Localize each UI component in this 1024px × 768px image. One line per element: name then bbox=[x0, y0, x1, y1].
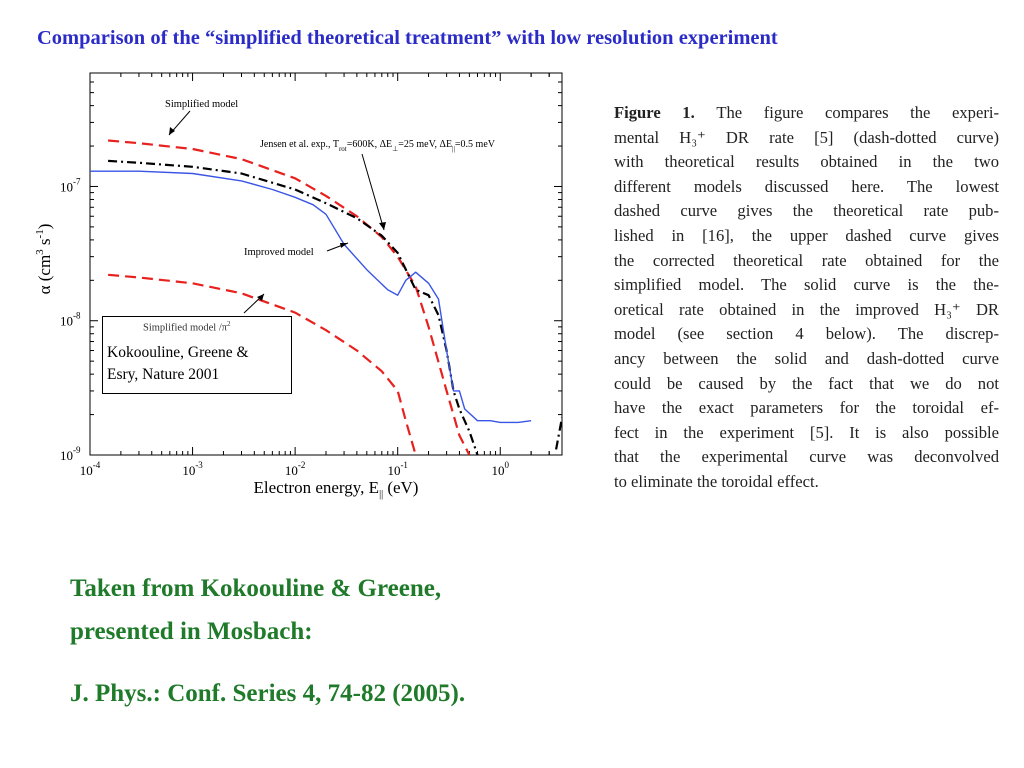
slide-title: Comparison of the “simplified theoretica… bbox=[37, 27, 778, 49]
caption-line: the corrected theoretical rate obtained … bbox=[614, 250, 999, 270]
citation-line-1: Kokoouline, Greene & bbox=[107, 344, 249, 361]
y-tick-label: 10-9 bbox=[60, 445, 81, 463]
x-axis-title: Electron energy, E|| (eV) bbox=[254, 478, 419, 500]
simplified-model-curve bbox=[108, 139, 471, 455]
arrow-head bbox=[257, 294, 264, 301]
caption-line: lished in [16], the upper dashed curve g… bbox=[614, 225, 999, 245]
caption-line: Figure 1. The figure compares the experi… bbox=[614, 103, 999, 122]
caption-line: dashed curve gives the theoretical rate … bbox=[614, 201, 999, 221]
experiment-arrow bbox=[361, 153, 385, 231]
arrow-head bbox=[340, 243, 348, 248]
caption-line: fect in the experiment [5]. It is also p… bbox=[614, 422, 999, 442]
experiment-label: Jensen et al. exp., Trot=600K, ΔE⊥=25 me… bbox=[260, 139, 496, 153]
caption-line: simplified model. The solid curve is the… bbox=[614, 275, 999, 295]
caption-line: ancy between the solid and dash-dotted c… bbox=[614, 348, 999, 368]
caption-line: have the exact parameters for the toroid… bbox=[614, 398, 999, 418]
simplified-pi2-curve bbox=[108, 273, 417, 455]
caption-line: with theoretical results obtained in the… bbox=[614, 152, 999, 172]
x-tick-label: 10-3 bbox=[182, 460, 203, 478]
x-tick-label: 10-2 bbox=[285, 460, 306, 478]
citation-line-2: Esry, Nature 2001 bbox=[107, 366, 220, 383]
caption-line: mental H₃⁺ DR rate [5] (dash-dotted curv… bbox=[614, 127, 999, 147]
experiment-curve bbox=[108, 159, 479, 455]
experiment-tail-curve bbox=[555, 417, 562, 450]
caption-line: to eliminate the toroidal effect. bbox=[614, 471, 819, 491]
arrow-head bbox=[169, 127, 175, 135]
caption-line: could be caused by the fact that we do n… bbox=[614, 373, 999, 393]
x-tick-label: 100 bbox=[492, 460, 510, 478]
source-line-2: presented in Mosbach: bbox=[70, 618, 313, 645]
arrow-head bbox=[379, 222, 386, 230]
caption-line: different models discussed here. The low… bbox=[614, 176, 999, 196]
citation-text: Kokoouline, Greene & Esry, Nature 2001 bbox=[107, 342, 249, 386]
figure-label: Figure 1. bbox=[614, 103, 717, 122]
x-tick-label: 10-4 bbox=[80, 460, 101, 478]
figure-caption: Figure 1. The figure compares the experi… bbox=[614, 101, 999, 495]
y-tick-label: 10-7 bbox=[60, 176, 81, 194]
source-reference: J. Phys.: Conf. Series 4, 74-82 (2005). bbox=[70, 680, 466, 707]
source-line-1: Taken from Kokoouline & Greene, bbox=[70, 575, 442, 602]
improved-model-curve bbox=[90, 170, 532, 424]
plot-frame bbox=[89, 72, 563, 456]
simplified-pi2-label: Simplified model /π2 bbox=[143, 320, 231, 334]
y-axis-title: α (cm3 s-1) bbox=[34, 224, 54, 295]
citation-box: Simplified model /π2 Kokoouline, Greene … bbox=[102, 316, 292, 394]
caption-line: oretical rate obtained in the improved H… bbox=[614, 299, 999, 319]
x-tick-label: 10-1 bbox=[387, 460, 408, 478]
simplified-model-label: Simplified model bbox=[165, 99, 238, 110]
caption-line: that the experimental curve was deconvol… bbox=[614, 447, 999, 467]
caption-line: model (see section 4 below). The discrep… bbox=[614, 324, 999, 344]
y-tick-label: 10-8 bbox=[60, 311, 81, 329]
improved-model-label: Improved model bbox=[244, 247, 314, 258]
rate-chart: 10-4 10-3 10-2 10-1 100 10-9 10-8 10-7 Electron … bbox=[34, 72, 563, 500]
